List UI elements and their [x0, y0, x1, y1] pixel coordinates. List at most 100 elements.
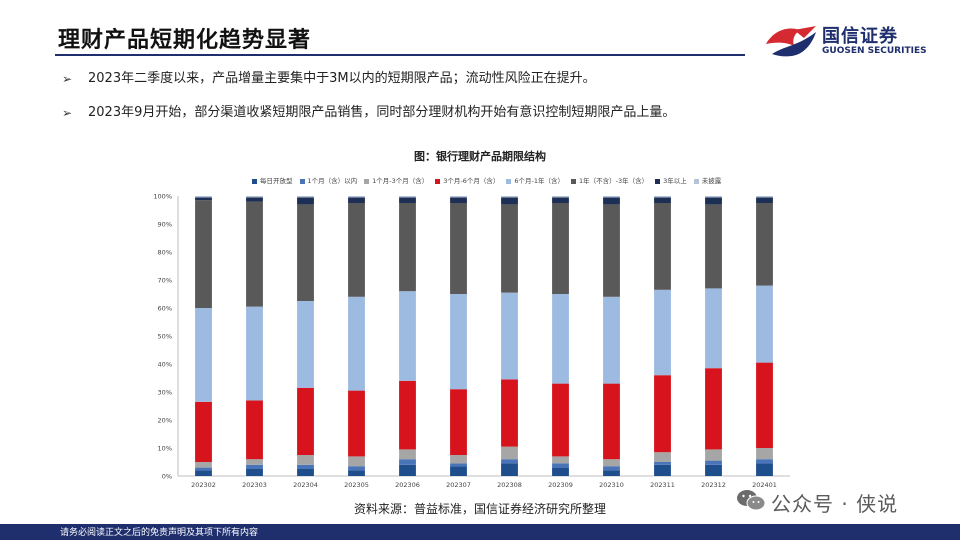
bar-segment: [654, 196, 671, 198]
footer-disclaimer: 请务必阅读正文之后的免责声明及其项下所有内容: [60, 528, 259, 538]
bar-segment: [246, 464, 263, 469]
legend-swatch: [506, 178, 512, 184]
legend-item: 1个月-3个月（含）: [364, 175, 428, 185]
bullet-arrow-icon: ➢: [62, 106, 73, 120]
bar-segment: [399, 449, 416, 460]
bar-segment: [450, 463, 467, 467]
legend-item: 每日开放型: [252, 175, 293, 185]
bar-segment: [705, 196, 722, 198]
bar-segment: [705, 449, 722, 461]
legend-item: 未披露: [693, 175, 721, 185]
bar-segment: [705, 288, 722, 369]
x-tick-label: 202312: [701, 481, 726, 489]
watermark: 公众号 · 侠说: [735, 486, 897, 516]
bar-segment: [399, 196, 416, 198]
y-tick-label: 100%: [153, 193, 172, 201]
y-tick-label: 60%: [158, 305, 172, 313]
x-tick-label: 202302: [191, 481, 216, 489]
bar-segment: [552, 467, 569, 476]
y-tick-label: 70%: [158, 277, 172, 285]
bar-segment: [297, 301, 314, 388]
legend-swatch: [655, 178, 661, 184]
bar-segment: [501, 292, 518, 380]
bar-segment: [246, 197, 263, 202]
legend-item: 1个月（含）以内: [299, 175, 358, 185]
watermark-text: 公众号 · 侠说: [771, 492, 899, 516]
bar-segment: [297, 464, 314, 469]
bar-segment: [399, 197, 416, 203]
x-tick-label: 202310: [599, 481, 624, 489]
bar-segment: [552, 197, 569, 203]
company-logo: 国信证券 GUOSEN SECURITIES: [764, 20, 944, 60]
bar-segment: [603, 383, 620, 460]
bullet-text: 2023年二季度以来，产品增量主要集中于3M以内的短期限产品；流动性风险正在提升…: [88, 71, 596, 86]
legend-swatch: [252, 178, 257, 184]
bar-segment: [705, 204, 722, 289]
bar-segment: [348, 470, 365, 476]
bar-segment: [756, 197, 773, 203]
x-tick-label: 202308: [497, 481, 522, 489]
bar-segment: [297, 196, 314, 198]
logo-english-name: GUOSEN SECURITIES: [822, 46, 927, 56]
bar-segment: [756, 459, 773, 464]
bar-segment: [450, 389, 467, 455]
bar-segment: [705, 460, 722, 465]
bar-segment: [399, 380, 416, 450]
bar-segment: [246, 459, 263, 465]
legend-label: 1个月-3个月（含）: [372, 177, 429, 185]
bullet-arrow-icon: ➢: [62, 72, 73, 86]
bar-segment: [399, 291, 416, 381]
bar-segment: [501, 197, 518, 205]
bar-segment: [501, 196, 518, 198]
bar-segment: [756, 362, 773, 448]
bar-segment: [195, 200, 212, 308]
bar-segment: [756, 463, 773, 476]
bar-segment: [756, 285, 773, 363]
bar-segment: [501, 459, 518, 464]
bar-segment: [297, 204, 314, 301]
bar-segment: [552, 294, 569, 384]
bar-segment: [654, 289, 671, 376]
bullet-text: 2023年9月开始，部分渠道收紧短期限产品销售，同时部分理财机构开始有意识控制短…: [88, 105, 676, 120]
chart-title: 图：银行理财产品期限结构: [414, 150, 546, 163]
bar-segment: [450, 196, 467, 198]
bar-segment: [348, 456, 365, 467]
bar-segment: [450, 455, 467, 464]
bar-segment: [705, 464, 722, 476]
legend-swatch: [571, 178, 577, 184]
x-tick-label: 202401: [752, 481, 777, 489]
bar-segment: [399, 464, 416, 476]
legend-swatch: [299, 178, 305, 184]
bar-segment: [348, 466, 365, 471]
bar-segment: [603, 197, 620, 205]
bar-segment: [501, 204, 518, 293]
legend-item: 1年（不含）-3年（含）: [571, 175, 648, 185]
bar-segment: [705, 197, 722, 205]
legend-item: 6个月-1年（含）: [506, 175, 564, 185]
bar-segment: [654, 203, 671, 290]
bar-segment: [603, 204, 620, 297]
chart-legend: 每日开放型 1个月（含）以内 1个月-3个月（含） 3个月-6个月（含） 6个月-1年（…: [252, 175, 728, 185]
legend-item: 3个月-6个月（含）: [435, 175, 499, 185]
bar-segment: [195, 467, 212, 471]
bar-segment: [348, 390, 365, 457]
logo-emblem-icon: [766, 26, 816, 57]
legend-label: 1个月（含）以内: [307, 177, 358, 185]
bar-segment: [348, 197, 365, 203]
bar-segment: [297, 387, 314, 455]
bar-segment: [603, 466, 620, 471]
bar-segment: [603, 470, 620, 476]
bar-segment: [654, 375, 671, 453]
bar-segment: [450, 294, 467, 390]
y-tick-label: 90%: [158, 221, 172, 229]
legend-swatch: [364, 178, 370, 184]
x-tick-label: 202311: [650, 481, 675, 489]
bar-segment: [297, 469, 314, 476]
bar-segment: [756, 448, 773, 460]
bar-segment: [195, 401, 212, 462]
bar-segment: [195, 308, 212, 402]
legend-swatch: [693, 178, 699, 184]
bullet-item: ➢ 2023年二季度以来，产品增量主要集中于3M以内的短期限产品；流动性风险正在…: [62, 70, 922, 88]
bar-segment: [501, 379, 518, 447]
bar-segment: [399, 203, 416, 292]
